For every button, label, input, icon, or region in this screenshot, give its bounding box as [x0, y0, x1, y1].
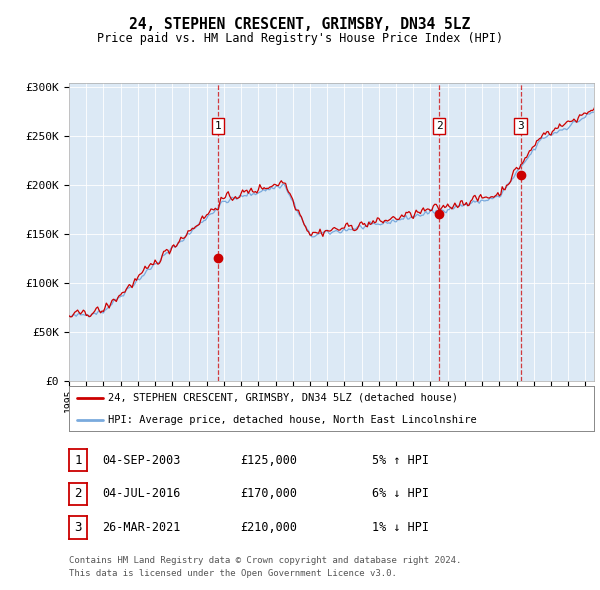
- Text: 04-SEP-2003: 04-SEP-2003: [102, 454, 181, 467]
- Text: 3: 3: [74, 521, 82, 534]
- Text: 04-JUL-2016: 04-JUL-2016: [102, 487, 181, 500]
- Text: This data is licensed under the Open Government Licence v3.0.: This data is licensed under the Open Gov…: [69, 569, 397, 578]
- Text: 2: 2: [74, 487, 82, 500]
- Text: Contains HM Land Registry data © Crown copyright and database right 2024.: Contains HM Land Registry data © Crown c…: [69, 556, 461, 565]
- Text: 1% ↓ HPI: 1% ↓ HPI: [372, 521, 429, 534]
- Text: 1: 1: [74, 454, 82, 467]
- Text: 2: 2: [436, 121, 442, 131]
- Text: 1: 1: [215, 121, 221, 131]
- Text: 26-MAR-2021: 26-MAR-2021: [102, 521, 181, 534]
- Text: Price paid vs. HM Land Registry's House Price Index (HPI): Price paid vs. HM Land Registry's House …: [97, 32, 503, 45]
- Text: HPI: Average price, detached house, North East Lincolnshire: HPI: Average price, detached house, Nort…: [109, 415, 477, 425]
- Text: 6% ↓ HPI: 6% ↓ HPI: [372, 487, 429, 500]
- Text: 3: 3: [517, 121, 524, 131]
- Text: 24, STEPHEN CRESCENT, GRIMSBY, DN34 5LZ: 24, STEPHEN CRESCENT, GRIMSBY, DN34 5LZ: [130, 17, 470, 31]
- Text: £125,000: £125,000: [240, 454, 297, 467]
- Text: £170,000: £170,000: [240, 487, 297, 500]
- Text: 24, STEPHEN CRESCENT, GRIMSBY, DN34 5LZ (detached house): 24, STEPHEN CRESCENT, GRIMSBY, DN34 5LZ …: [109, 392, 458, 402]
- Text: £210,000: £210,000: [240, 521, 297, 534]
- Text: 5% ↑ HPI: 5% ↑ HPI: [372, 454, 429, 467]
